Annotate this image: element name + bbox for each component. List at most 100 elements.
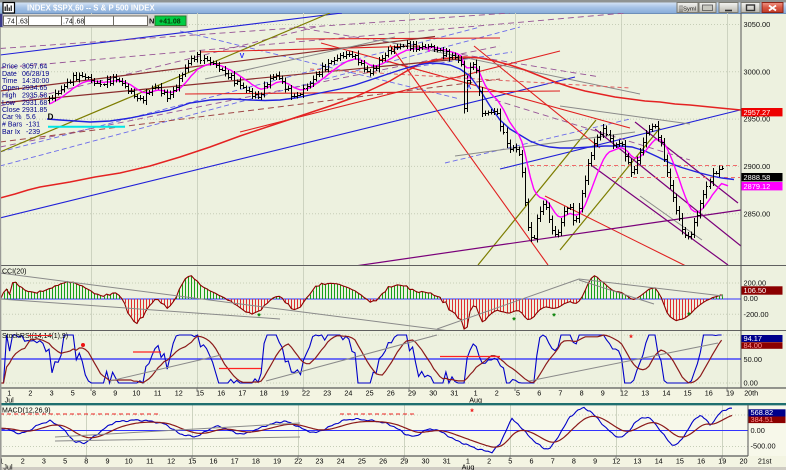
svg-text:StochRSI(14,14(1),9): StochRSI(14,14(1),9) — [2, 333, 68, 340]
svg-text:-131: -131 — [26, 122, 40, 129]
svg-text:94.17: 94.17 — [744, 334, 763, 343]
svg-text:50.00: 50.00 — [744, 355, 763, 364]
svg-text:2: 2 — [495, 389, 499, 398]
svg-text:5: 5 — [508, 457, 512, 466]
svg-text:12: 12 — [620, 389, 628, 398]
svg-text:16: 16 — [217, 389, 225, 398]
svg-text:2850.00: 2850.00 — [744, 209, 771, 218]
svg-text:26: 26 — [387, 389, 395, 398]
svg-text:.74: .74 — [63, 18, 73, 25]
svg-text:1: 1 — [466, 457, 470, 466]
svg-text:Jul: Jul — [3, 463, 13, 470]
svg-text:22: 22 — [294, 457, 302, 466]
svg-text:14: 14 — [655, 457, 663, 466]
svg-text:23: 23 — [316, 457, 324, 466]
svg-text:2950.00: 2950.00 — [744, 115, 771, 124]
svg-text:3050.00: 3050.00 — [744, 20, 771, 29]
svg-text:7: 7 — [558, 389, 562, 398]
svg-text:12: 12 — [175, 389, 183, 398]
svg-text:# Bars: # Bars — [2, 122, 23, 129]
svg-text:15: 15 — [196, 389, 204, 398]
svg-text:*: * — [257, 312, 261, 322]
svg-text:16: 16 — [210, 457, 218, 466]
svg-text:1: 1 — [474, 389, 478, 398]
svg-text:19: 19 — [726, 389, 734, 398]
svg-text:20th: 20th — [744, 389, 758, 398]
svg-text:21st: 21st — [758, 457, 772, 466]
svg-text:2934.65: 2934.65 — [22, 85, 47, 92]
svg-text:16: 16 — [697, 457, 705, 466]
svg-text:3: 3 — [50, 389, 54, 398]
svg-text:8: 8 — [92, 389, 96, 398]
svg-text:5: 5 — [63, 457, 67, 466]
svg-text:CCI(20): CCI(20) — [2, 269, 27, 276]
svg-text:13: 13 — [634, 457, 642, 466]
svg-text:.68: .68 — [75, 18, 85, 25]
svg-text:17: 17 — [238, 389, 246, 398]
svg-text:19: 19 — [273, 457, 281, 466]
svg-text:V: V — [240, 53, 245, 60]
svg-text:-239: -239 — [26, 129, 40, 136]
svg-text:29: 29 — [400, 457, 408, 466]
svg-text:15: 15 — [188, 457, 196, 466]
svg-text:Time: Time — [2, 78, 17, 85]
svg-text:6: 6 — [537, 389, 541, 398]
svg-text:8: 8 — [580, 389, 584, 398]
svg-text:84.00: 84.00 — [744, 341, 763, 350]
svg-text:18: 18 — [252, 457, 260, 466]
svg-text:2: 2 — [21, 457, 25, 466]
svg-text:5: 5 — [516, 389, 520, 398]
svg-text:26: 26 — [379, 457, 387, 466]
svg-text:1: 1 — [7, 389, 11, 398]
svg-text:Price: Price — [2, 64, 18, 71]
svg-text:0.00: 0.00 — [744, 294, 758, 303]
svg-text:Date: Date — [2, 71, 17, 78]
svg-text:106.50: 106.50 — [744, 286, 767, 295]
svg-text:9: 9 — [601, 389, 605, 398]
svg-text:568.82: 568.82 — [751, 408, 774, 417]
svg-text:3: 3 — [42, 457, 46, 466]
svg-text:29: 29 — [408, 389, 416, 398]
svg-text:*: * — [552, 312, 556, 322]
svg-text:9: 9 — [106, 457, 110, 466]
svg-text:-500.00: -500.00 — [751, 442, 776, 451]
svg-text:2935.58: 2935.58 — [22, 93, 47, 100]
svg-text:31: 31 — [443, 457, 451, 466]
svg-text:22: 22 — [302, 389, 310, 398]
svg-text:3057.64: 3057.64 — [22, 64, 47, 71]
svg-text:24: 24 — [337, 457, 345, 466]
svg-text:15: 15 — [684, 389, 692, 398]
svg-text:12: 12 — [612, 457, 620, 466]
svg-text:13: 13 — [641, 389, 649, 398]
svg-text:30: 30 — [429, 389, 437, 398]
svg-text:20: 20 — [740, 457, 748, 466]
svg-text:2: 2 — [28, 389, 32, 398]
svg-text:9: 9 — [113, 389, 117, 398]
svg-text:14:30:00: 14:30:00 — [22, 78, 49, 85]
svg-text:24: 24 — [344, 389, 352, 398]
svg-text:.63: .63 — [18, 18, 28, 25]
svg-text:5: 5 — [71, 389, 75, 398]
svg-text:200.00: 200.00 — [744, 279, 767, 288]
svg-text:5.6: 5.6 — [26, 114, 36, 121]
svg-text:6: 6 — [530, 457, 534, 466]
svg-text:10: 10 — [132, 389, 140, 398]
svg-text:Jul: Jul — [5, 396, 15, 405]
svg-text:25: 25 — [366, 389, 374, 398]
svg-text:1: 1 — [0, 457, 4, 466]
svg-text:9: 9 — [593, 457, 597, 466]
svg-text:High: High — [2, 93, 17, 100]
svg-text:8: 8 — [84, 457, 88, 466]
svg-text:11: 11 — [154, 389, 161, 398]
svg-text:Λ: Λ — [467, 85, 471, 91]
svg-text:0.00: 0.00 — [744, 379, 758, 388]
svg-text:2931.68: 2931.68 — [22, 100, 47, 107]
svg-text:17: 17 — [231, 457, 239, 466]
svg-text:7: 7 — [551, 457, 555, 466]
svg-text:12: 12 — [167, 457, 175, 466]
svg-text:19: 19 — [718, 457, 726, 466]
svg-text:Λ: Λ — [467, 76, 471, 82]
svg-text:N: N — [149, 17, 154, 26]
svg-text:Close: Close — [2, 107, 20, 114]
svg-text:2931.85: 2931.85 — [22, 107, 47, 114]
